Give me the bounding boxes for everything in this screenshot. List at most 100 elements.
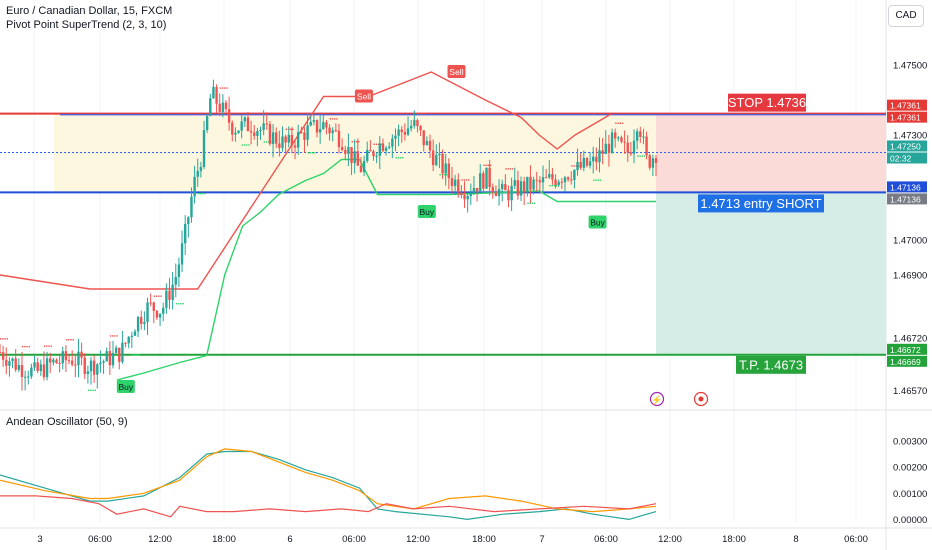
candle	[259, 129, 262, 132]
pivot-dot	[243, 144, 246, 146]
candle	[654, 158, 658, 163]
pivot-dot	[593, 179, 595, 181]
candle	[322, 122, 325, 130]
pivot-dot	[241, 144, 244, 146]
candle	[450, 178, 454, 187]
candle	[99, 362, 102, 365]
candle	[212, 86, 215, 99]
time-tick-label: 12:00	[658, 534, 682, 545]
candle	[268, 124, 272, 144]
pivot-dot	[28, 345, 30, 348]
candle	[595, 156, 598, 163]
price-axis[interactable]: 1.47500 1.47300 1.47000 1.46900 1.46720 1.465…	[893, 61, 927, 398]
candle	[466, 195, 469, 200]
stop-label[interactable]: STOP 1.4736	[728, 93, 806, 112]
candle	[70, 360, 74, 365]
pivot-dot	[90, 389, 92, 392]
candle	[334, 130, 338, 132]
candle	[359, 165, 363, 172]
lightning-event-icon[interactable]	[649, 391, 665, 407]
candle	[538, 180, 542, 183]
pivot-dot	[263, 141, 266, 143]
candle	[620, 137, 623, 142]
candle	[403, 132, 407, 135]
candle	[485, 167, 488, 189]
entry-label[interactable]: 1.4713 entry SHORT	[698, 194, 824, 213]
pivot-dot	[158, 295, 160, 297]
candle	[306, 125, 309, 140]
candle	[74, 364, 77, 366]
pivot-dot	[639, 155, 641, 157]
pivot-dot	[399, 157, 402, 159]
pivot-dot	[336, 118, 338, 120]
candle	[573, 170, 576, 181]
pivot-dot	[331, 118, 334, 120]
price-badge-text: 1.47361	[890, 101, 921, 111]
pivot-dot	[505, 168, 507, 170]
signal-box	[116, 380, 135, 393]
candle	[86, 371, 90, 375]
candle	[444, 163, 447, 174]
candle	[482, 173, 485, 189]
price-badge-text: 1.47250	[890, 142, 921, 152]
candle	[469, 193, 473, 196]
pivot-dot	[615, 122, 617, 124]
time-tick-label: 18:00	[212, 534, 236, 545]
candle	[529, 176, 532, 190]
candle	[340, 147, 344, 151]
price-badge-last: 1.47250	[887, 140, 927, 152]
candle	[607, 143, 611, 153]
candle	[118, 347, 121, 362]
signal-label: Buy	[118, 382, 133, 392]
currency-selector[interactable]: CAD	[888, 5, 924, 27]
price-badge-box	[887, 140, 927, 152]
price-badge-tp: 1.46669	[887, 355, 927, 367]
candle	[243, 117, 247, 122]
time-tick-label: 8	[793, 534, 798, 545]
pivot-dot	[46, 345, 48, 347]
tp-label-text: T.P. 1.4673	[739, 357, 803, 372]
time-tick-label: 3	[37, 534, 42, 545]
pivot-dot	[68, 339, 70, 341]
candle	[651, 158, 655, 168]
candle	[623, 141, 626, 143]
price-badge-text: 1.46669	[890, 357, 921, 367]
candle	[369, 149, 372, 152]
time-tick-label: 18:00	[722, 534, 746, 545]
reward-zone	[656, 192, 886, 355]
pivot-dot	[417, 112, 419, 115]
pivot-dot	[87, 389, 90, 392]
pivot-dot	[70, 339, 72, 341]
candle	[378, 143, 381, 156]
pivot-dot	[397, 157, 400, 159]
candle	[49, 358, 52, 363]
pivot-dot	[487, 164, 490, 167]
price-badge-grey: 1.47136	[887, 193, 927, 205]
candle	[544, 177, 548, 179]
pivot-dot	[533, 202, 536, 205]
price-badge-box	[887, 355, 927, 367]
flag-event-icon[interactable]	[693, 391, 709, 407]
candle	[554, 179, 557, 185]
candle	[388, 146, 391, 148]
pivot-dot	[224, 87, 226, 89]
candle	[124, 342, 127, 344]
pivot-dot	[2, 338, 4, 340]
candle	[205, 115, 209, 131]
candle	[504, 184, 507, 191]
pivot-dot	[551, 184, 553, 187]
pivot-dot	[402, 157, 404, 159]
tp-label[interactable]: T.P. 1.4673	[736, 355, 806, 374]
price-badge-box	[887, 99, 927, 111]
candle	[312, 120, 316, 122]
candle	[325, 122, 328, 128]
sell-signal: Sell	[447, 65, 466, 78]
pivot-dot	[439, 174, 441, 176]
pivot-dot	[0, 338, 2, 340]
price-tick-label: 1.46900	[893, 271, 927, 282]
candle	[475, 187, 479, 192]
candle	[488, 167, 491, 188]
price-badge-box	[887, 152, 927, 164]
time-axis[interactable]: 3 06:00 12:00 18:00 6 06:00 12:00 18:00 7 06:00 12…	[37, 534, 868, 545]
